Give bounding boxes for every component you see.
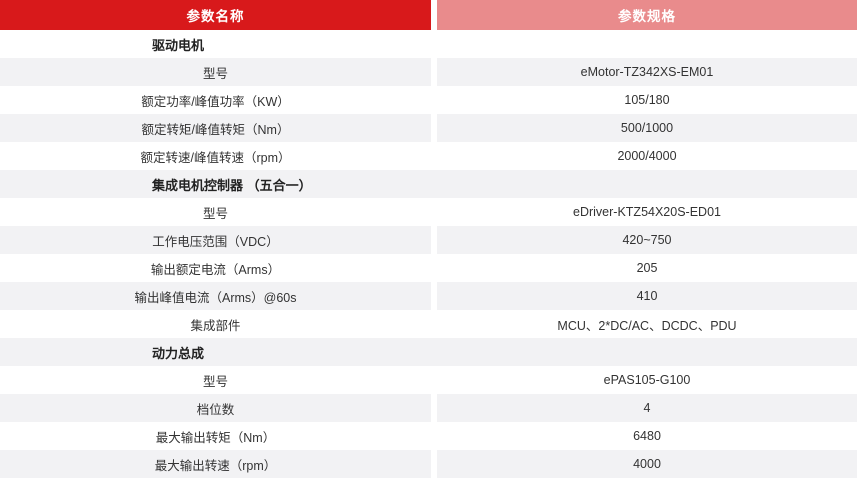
table-row: 额定功率/峰值功率（KW） 105/180 (0, 86, 857, 114)
column-divider (431, 114, 437, 142)
table-section-row: 驱动电机 (0, 30, 857, 58)
parameter-spec-cell (437, 338, 857, 366)
parameter-name-cell: 型号 (0, 58, 431, 86)
table-body: 驱动电机 型号 eMotor-TZ342XS-EM01 额定功率/峰值功率（KW） 10… (0, 30, 857, 478)
table-header-row: 参数名称 参数规格 (0, 0, 857, 30)
parameter-spec-cell: MCU、2*DC/AC、DCDC、PDU (437, 310, 857, 338)
parameter-spec-cell: 105/180 (437, 86, 857, 114)
section-label: 动力总成 (0, 338, 431, 366)
section-label: 集成电机控制器 （五合一） (0, 170, 431, 198)
table-row: 额定转矩/峰值转矩（Nm） 500/1000 (0, 114, 857, 142)
column-divider (431, 366, 437, 394)
parameter-name-cell: 输出峰值电流（Arms）@60s (0, 282, 431, 310)
column-header-parameter-name: 参数名称 (0, 0, 431, 30)
column-divider (431, 422, 437, 450)
table-row: 集成部件 MCU、2*DC/AC、DCDC、PDU (0, 310, 857, 338)
parameter-spec-cell: 420~750 (437, 226, 857, 254)
table-row: 型号 eMotor-TZ342XS-EM01 (0, 58, 857, 86)
parameter-name-cell: 集成部件 (0, 310, 431, 338)
parameter-name-cell: 档位数 (0, 394, 431, 422)
column-divider (431, 254, 437, 282)
parameter-spec-cell: 6480 (437, 422, 857, 450)
table-row: 最大输出转速（rpm） 4000 (0, 450, 857, 478)
parameter-spec-cell (437, 170, 857, 198)
parameter-spec-cell: ePAS105-G100 (437, 366, 857, 394)
parameter-spec-cell: 205 (437, 254, 857, 282)
column-divider (431, 142, 437, 170)
column-divider (431, 282, 437, 310)
parameter-spec-cell: eMotor-TZ342XS-EM01 (437, 58, 857, 86)
table-row: 型号 eDriver-KTZ54X20S-ED01 (0, 198, 857, 226)
table-row: 工作电压范围（VDC） 420~750 (0, 226, 857, 254)
column-divider (431, 58, 437, 86)
column-divider (431, 450, 437, 478)
column-header-parameter-spec: 参数规格 (437, 0, 857, 30)
column-divider (431, 394, 437, 422)
column-divider (431, 86, 437, 114)
parameter-name-cell: 额定转速/峰值转速（rpm） (0, 142, 431, 170)
table-section-row: 集成电机控制器 （五合一） (0, 170, 857, 198)
parameter-name-cell: 型号 (0, 366, 431, 394)
parameter-name-cell: 工作电压范围（VDC） (0, 226, 431, 254)
table-section-row: 动力总成 (0, 338, 857, 366)
table-row: 输出额定电流（Arms） 205 (0, 254, 857, 282)
column-divider (431, 226, 437, 254)
table-row: 最大输出转矩（Nm） 6480 (0, 422, 857, 450)
table-row: 额定转速/峰值转速（rpm） 2000/4000 (0, 142, 857, 170)
parameter-spec-cell: 500/1000 (437, 114, 857, 142)
column-divider (431, 338, 437, 366)
table-row: 输出峰值电流（Arms）@60s 410 (0, 282, 857, 310)
parameter-spec-cell: 4000 (437, 450, 857, 478)
parameter-name-cell: 最大输出转速（rpm） (0, 450, 431, 478)
parameter-spec-cell: 410 (437, 282, 857, 310)
parameter-spec-cell: 2000/4000 (437, 142, 857, 170)
parameter-spec-cell (437, 30, 857, 58)
section-label: 驱动电机 (0, 30, 431, 58)
table-row: 档位数 4 (0, 394, 857, 422)
parameter-name-cell: 最大输出转矩（Nm） (0, 422, 431, 450)
parameter-name-cell: 额定转矩/峰值转矩（Nm） (0, 114, 431, 142)
parameter-name-cell: 额定功率/峰值功率（KW） (0, 86, 431, 114)
column-divider (431, 310, 437, 338)
header-column-divider (431, 0, 437, 30)
parameter-spec-cell: eDriver-KTZ54X20S-ED01 (437, 198, 857, 226)
parameter-name-cell: 输出额定电流（Arms） (0, 254, 431, 282)
column-divider (431, 30, 437, 58)
parameter-name-cell: 型号 (0, 198, 431, 226)
table-row: 型号 ePAS105-G100 (0, 366, 857, 394)
column-divider (431, 170, 437, 198)
column-divider (431, 198, 437, 226)
parameter-spec-cell: 4 (437, 394, 857, 422)
